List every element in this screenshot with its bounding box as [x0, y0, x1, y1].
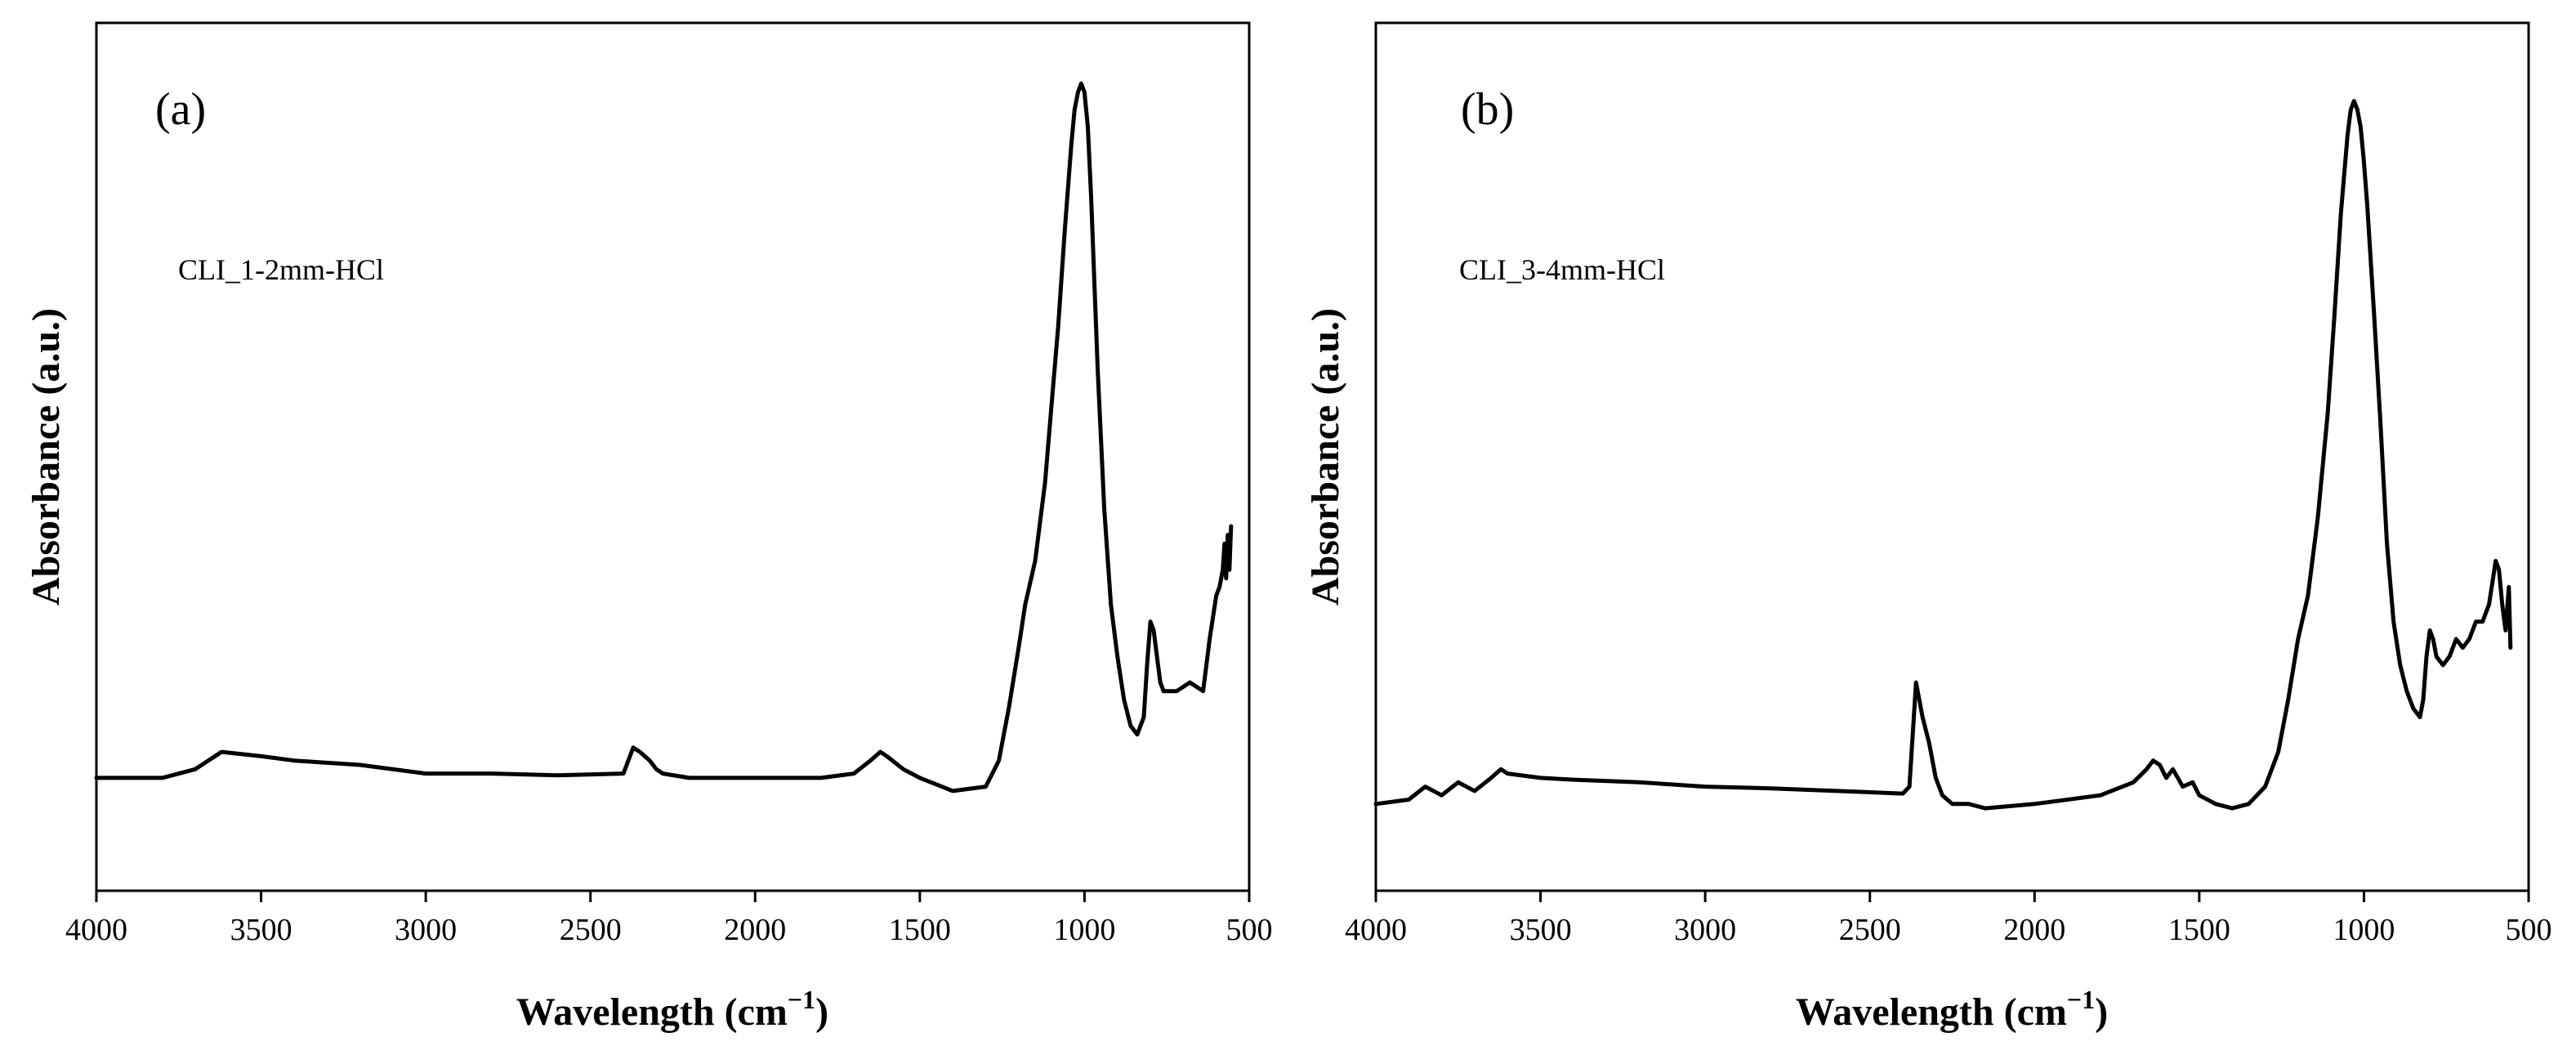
x-tick-label: 2500 [1839, 913, 1901, 947]
panel-label-b: (b) [1461, 84, 1514, 135]
x-axis-title-a: Wavelength (cm−1) [516, 985, 828, 1034]
x-tick-label: 4000 [1345, 913, 1407, 947]
x-tick-label: 2000 [2003, 913, 2065, 947]
x-tick-label: 2500 [560, 913, 622, 947]
panel-label-a: (a) [155, 84, 206, 135]
x-tick-label: 500 [1226, 913, 1273, 947]
series-line-cli-1-2mm-hcl [94, 81, 1234, 793]
series-line-cli-3-4mm-hcl [1373, 99, 2513, 811]
x-axis-title-b-close: ) [2095, 990, 2108, 1034]
panel-b: (b) CLI_3-4mm-HCl Absorbance (a.u.) Wave… [1304, 21, 2552, 1034]
x-tick-label: 4000 [65, 913, 127, 947]
x-axis-title-a-close: ) [815, 990, 828, 1034]
x-tick-label: 1500 [2168, 913, 2230, 947]
x-tick-label: 3000 [395, 913, 457, 947]
x-axis-title-b-text: Wavelength (cm [1796, 990, 2067, 1034]
x-axis-ticks-a: 4000 3500 3000 2500 2000 1500 1000 500 [65, 891, 1273, 947]
plot-frame-a [95, 21, 1251, 892]
x-tick-label: 1500 [889, 913, 951, 947]
sample-label-b: CLI_3-4mm-HCl [1459, 253, 1665, 286]
x-axis-title-b-superscript: −1 [2067, 985, 2095, 1014]
x-tick-label: 3000 [1674, 913, 1736, 947]
x-axis-title-a-text: Wavelength (cm [516, 990, 788, 1034]
x-tick-label: 1000 [1053, 913, 1115, 947]
plot-frame-b [1374, 21, 2530, 892]
x-tick-label: 2000 [724, 913, 786, 947]
x-axis-ticks-b: 4000 3500 3000 2500 2000 1500 1000 500 [1345, 891, 2552, 947]
y-axis-title-b: Absorbance (a.u.) [1304, 308, 1347, 606]
x-tick-label: 1000 [2333, 913, 2395, 947]
sample-label-a: CLI_1-2mm-HCl [178, 253, 384, 286]
x-tick-label: 3500 [1510, 913, 1572, 947]
x-tick-label: 500 [2506, 913, 2552, 947]
panel-a: (a) CLI_1-2mm-HCl Absorbance (a.u.) Wave… [25, 21, 1273, 1034]
x-axis-title-a-superscript: −1 [788, 985, 815, 1014]
x-axis-title-b: Wavelength (cm−1) [1796, 985, 2108, 1034]
y-axis-title-a: Absorbance (a.u.) [25, 308, 68, 606]
x-tick-label: 3500 [230, 913, 292, 947]
